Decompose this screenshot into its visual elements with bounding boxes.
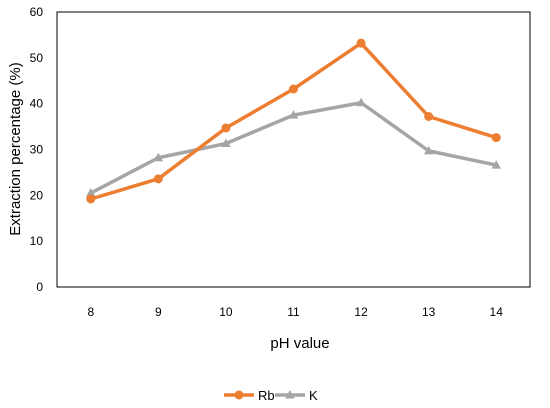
series-rb — [86, 38, 501, 204]
data-point-k — [153, 152, 164, 162]
y-tick-label: 40 — [30, 97, 44, 111]
x-tick-label: 14 — [490, 305, 504, 319]
x-axis-title: pH value — [270, 335, 329, 352]
y-tick-label: 0 — [36, 280, 43, 294]
data-point-rb — [221, 123, 231, 133]
x-tick-label: 8 — [87, 305, 94, 319]
y-tick-label: 20 — [30, 188, 44, 202]
data-point-rb — [491, 133, 501, 143]
legend-item-k: K — [275, 388, 318, 403]
y-tick-label: 10 — [30, 234, 44, 248]
legend: Rb K — [224, 388, 318, 403]
legend-marker-rb — [234, 390, 244, 400]
x-tick-label: 10 — [219, 305, 233, 319]
x-axis-tick-labels: 8 9 10 11 12 13 14 — [87, 305, 503, 319]
data-point-rb — [424, 112, 434, 121]
data-point-k — [221, 138, 231, 148]
legend-item-rb: Rb — [224, 388, 275, 403]
plot-area-frame — [56, 11, 531, 288]
x-tick-label: 12 — [354, 305, 368, 319]
data-point-k — [288, 110, 299, 119]
series-k — [86, 97, 501, 197]
data-point-k — [491, 160, 501, 169]
legend-label-k: K — [309, 388, 318, 403]
data-point-k — [423, 145, 434, 155]
x-tick-label: 13 — [422, 305, 436, 319]
x-tick-label: 11 — [287, 305, 300, 319]
y-tick-label: 60 — [30, 5, 44, 19]
legend-marker-k — [285, 390, 295, 399]
data-point-rb — [86, 194, 96, 204]
data-point-k — [86, 188, 96, 197]
y-axis-title: Extraction percentage (%) — [7, 62, 24, 235]
series-layer — [86, 38, 501, 204]
y-tick-label: 30 — [30, 143, 44, 157]
y-tick-label: 50 — [30, 51, 44, 65]
legend-label-rb: Rb — [258, 388, 275, 403]
x-tick-label: 9 — [155, 305, 162, 319]
data-point-rb — [356, 38, 366, 48]
data-point-rb — [289, 84, 298, 94]
data-point-rb — [153, 174, 163, 184]
y-axis-tick-labels: 0 10 20 30 40 50 60 — [30, 5, 44, 294]
data-point-k — [356, 97, 366, 107]
